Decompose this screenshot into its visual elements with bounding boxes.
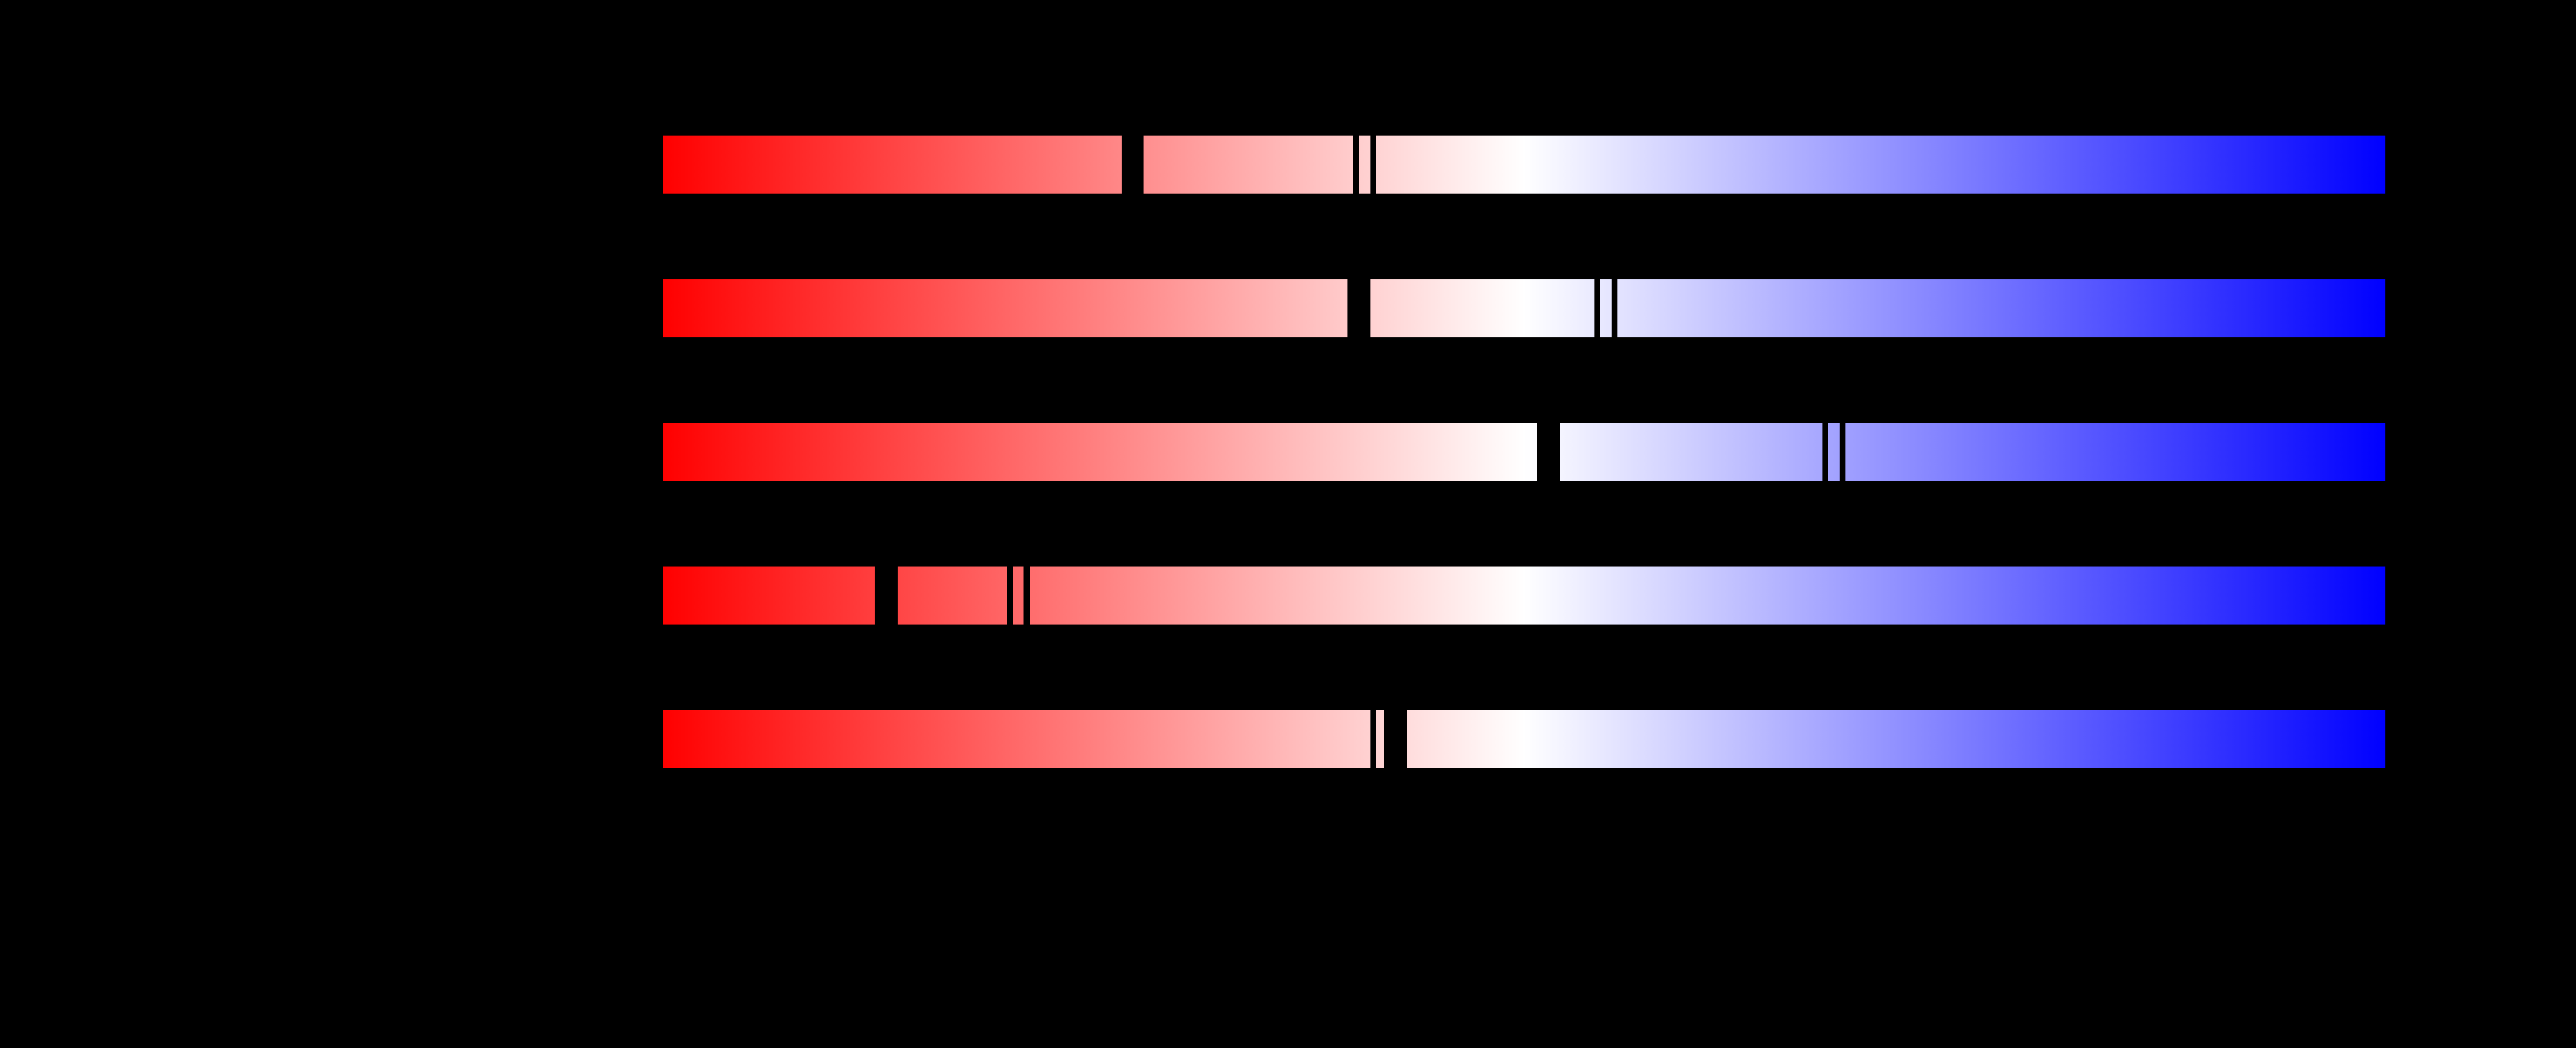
- thin-marker: [1822, 423, 1828, 481]
- thick-marker: [875, 567, 898, 625]
- thick-marker: [1537, 423, 1560, 481]
- thick-marker: [1122, 136, 1144, 194]
- thin-marker: [1370, 136, 1376, 194]
- gradient-bar-2: [663, 279, 2385, 337]
- gradient-bar-1: [663, 136, 2385, 194]
- gradient-bar-4: [663, 567, 2385, 625]
- gradient-bar-3: [663, 423, 2385, 481]
- thin-marker: [1840, 423, 1845, 481]
- thin-marker: [1594, 279, 1600, 337]
- thin-marker: [1370, 710, 1376, 768]
- thin-marker: [1612, 279, 1617, 337]
- thin-marker: [1024, 567, 1030, 625]
- gradient-bar-5: [663, 710, 2385, 768]
- thin-marker: [1007, 567, 1013, 625]
- thick-marker: [1384, 710, 1407, 768]
- thin-marker: [1353, 136, 1359, 194]
- thick-marker: [1347, 279, 1370, 337]
